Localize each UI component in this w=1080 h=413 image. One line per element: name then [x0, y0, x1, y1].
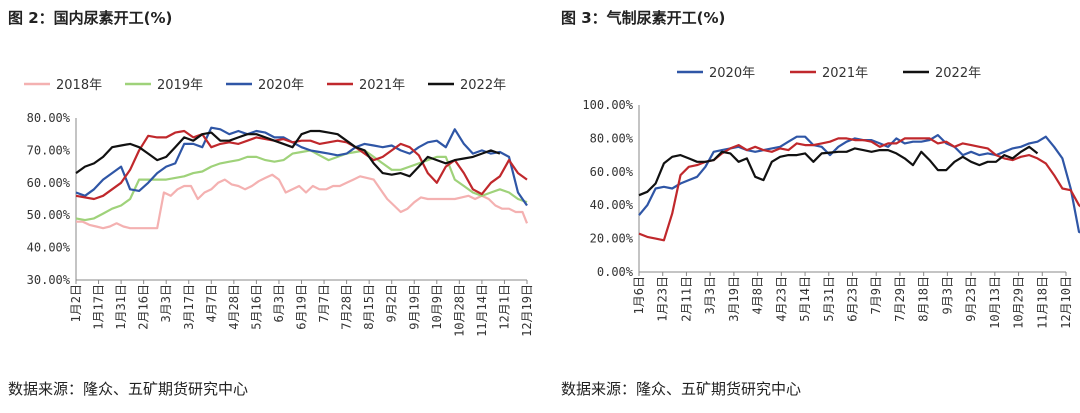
y-tick-label: 50.00% [27, 208, 71, 222]
series-line-2018 [76, 173, 529, 230]
series-line-2020 [75, 126, 528, 207]
x-tick-label: 12月19日 [520, 284, 534, 337]
x-tick-label: 9月19日 [407, 284, 421, 330]
x-tick-label: 6月3日 [272, 284, 286, 322]
y-tick-label: 40.00% [27, 241, 71, 255]
legend-label-2022: 2022年 [935, 66, 981, 81]
x-tick-label: 4月8日 [751, 276, 765, 314]
series-line-2022 [75, 129, 501, 178]
x-tick-label: 3月17日 [182, 284, 196, 330]
x-tick-label: 3月3日 [703, 276, 717, 314]
x-tick-label: 5月14日 [798, 276, 812, 322]
y-tick-label: 60.00% [27, 176, 71, 190]
chart-title: 图 3：气制尿素开工(%) [561, 9, 726, 27]
legend-label-2019: 2019年 [157, 78, 203, 93]
line-chart-domestic-urea: 30.00% 40.00% 50.00% 60.00% 70.00% 80.00% 1月2日… [24, 78, 534, 337]
x-tick-label: 6月23日 [846, 276, 860, 322]
x-tick-label: 1月17日 [92, 284, 106, 330]
x-tick-label: 11月18日 [1035, 276, 1049, 329]
y-tick-label: 40.00% [590, 198, 634, 212]
line-chart-gas-urea: 0.00% 20.00% 40.00% 60.00% 80.00% 100.00% 1月6日… [582, 66, 1080, 329]
x-tick-label: 9月23日 [964, 276, 978, 322]
legend-label-2021: 2021年 [359, 78, 405, 93]
x-tick-label: 1月2日 [69, 284, 83, 322]
legend-label-2022: 2022年 [460, 78, 506, 93]
x-tick-label: 7月7日 [317, 284, 331, 322]
x-tick-label: 8月18日 [917, 276, 931, 322]
x-tick-label: 2月11日 [679, 276, 693, 322]
chart-source: 数据来源：隆众、五矿期货研究中心 [8, 380, 249, 398]
y-tick-label: 60.00% [590, 165, 634, 179]
legend-label-2021: 2021年 [822, 66, 868, 81]
series-line-2022 [638, 145, 1039, 197]
series-line-2019 [75, 149, 528, 222]
x-tick-label: 7月28日 [340, 284, 354, 330]
x-tick-label: 12月10日 [1059, 276, 1073, 329]
chart-panel-gas-urea: 图 3：气制尿素开工(%) 0.00% 20.00% 40.00% 60.00% 80.… [553, 0, 1080, 413]
x-tick-label: 10月28日 [452, 284, 466, 337]
x-tick-label: 8月15日 [362, 284, 376, 330]
x-tick-label: 1月23日 [656, 276, 670, 322]
x-tick-label: 4月28日 [227, 284, 241, 330]
x-tick-label: 10月29日 [1012, 276, 1026, 329]
x-tick-label: 1月6日 [632, 276, 646, 314]
legend-label-2020: 2020年 [709, 66, 755, 81]
chart-panel-domestic-urea: 图 2：国内尿素开工(%) 30.00% 40.00% 50.00% 60.00% 70… [8, 9, 534, 398]
chart-title: 图 2：国内尿素开工(%) [8, 9, 173, 27]
x-tick-label: 3月3日 [159, 284, 173, 322]
x-tick-label: 2月16日 [137, 284, 151, 330]
series-line-2021 [638, 137, 1080, 242]
x-tick-label: 5月16日 [249, 284, 263, 330]
x-tick-label: 7月29日 [893, 276, 907, 322]
y-tick-label: 80.00% [590, 131, 634, 145]
x-tick-label: 5月31日 [822, 276, 836, 322]
y-tick-label: 20.00% [590, 232, 634, 246]
y-tick-label: 0.00% [597, 265, 634, 279]
x-tick-label: 4月7日 [204, 284, 218, 322]
x-tick-label: 6月19日 [295, 284, 309, 330]
x-tick-label: 11月14日 [475, 284, 489, 337]
x-tick-label: 4月23日 [774, 276, 788, 322]
x-tick-label: 1月31日 [114, 284, 128, 330]
x-tick-label: 9月3日 [940, 276, 954, 314]
x-tick-label: 12月1日 [497, 284, 511, 330]
legend-label-2018: 2018年 [56, 78, 102, 93]
chart-source: 数据来源：隆众、五矿期货研究中心 [561, 380, 802, 398]
x-tick-label: 7月9日 [869, 276, 883, 314]
y-tick-label: 80.00% [27, 111, 71, 125]
x-tick-label: 9月2日 [385, 284, 399, 322]
y-tick-label: 100.00% [582, 98, 633, 112]
y-tick-label: 30.00% [27, 273, 71, 287]
y-tick-label: 70.00% [27, 143, 71, 157]
legend-label-2020: 2020年 [258, 78, 304, 93]
x-tick-label: 3月19日 [727, 276, 741, 322]
x-tick-label: 10月9日 [430, 284, 444, 330]
x-tick-label: 10月13日 [988, 276, 1002, 329]
